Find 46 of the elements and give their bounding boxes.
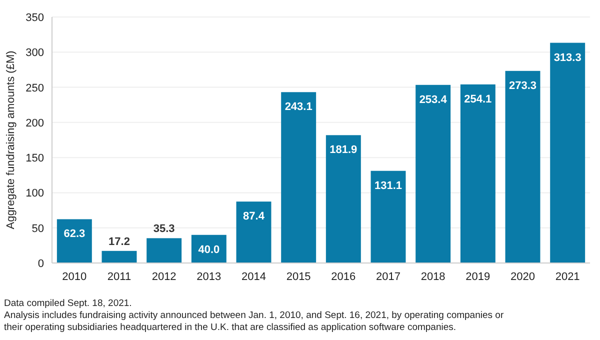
y-tick-label: 50 <box>32 222 44 235</box>
x-tick-label: 2020 <box>510 271 535 283</box>
x-tick-label: 2017 <box>376 271 400 283</box>
bar <box>326 135 361 263</box>
y-tick-label: 250 <box>26 82 44 94</box>
data-label: 35.3 <box>153 223 175 236</box>
bar <box>505 70 540 263</box>
bar <box>56 219 92 263</box>
y-axis-title: Aggregate fundraising amounts (£M) <box>5 50 17 230</box>
bar <box>281 92 316 263</box>
x-tick-label: 2021 <box>555 271 580 283</box>
x-tick-label: 2013 <box>196 271 222 283</box>
bar <box>102 250 137 263</box>
text: Analysis includes fundraising activity announced between Jan. 1, 2010, and Sept. 16, 2021, by operating companies or their operating subsidiaries headquartered in the U.K. that are classified as application software companies. <box>4 310 504 333</box>
y-tick-label: 0 <box>38 258 44 270</box>
x-tick-label: 2010 <box>62 271 87 283</box>
bar <box>550 42 586 263</box>
bar <box>416 84 451 263</box>
data-label: 87.4 <box>243 210 266 223</box>
bar <box>146 238 182 263</box>
y-tick-label: 300 <box>26 47 44 60</box>
x-tick-label: 2012 <box>152 271 176 283</box>
data-label: 253.4 <box>419 94 448 106</box>
x-tick-label: 2018 <box>420 271 446 283</box>
x-tick-label: 2019 <box>466 271 490 283</box>
y-tick-label: 200 <box>26 117 44 130</box>
data-label: 17.2 <box>108 236 130 248</box>
bar <box>370 170 406 263</box>
x-tick-label: 2014 <box>242 271 266 283</box>
data-label: 313.3 <box>554 52 582 64</box>
data-label: 40.0 <box>198 244 220 256</box>
y-tick-label: 100 <box>26 188 44 200</box>
x-tick-label: 2011 <box>107 271 132 283</box>
y-tick-label: 350 <box>26 12 44 24</box>
data-label: 273.3 <box>508 80 537 92</box>
bar <box>460 84 496 263</box>
y-tick-label: 150 <box>26 152 44 165</box>
x-tick-label: 2016 <box>331 271 356 283</box>
data-label: 62.3 <box>64 228 86 240</box>
data-label: 243.1 <box>284 101 312 114</box>
x-tick-label: 2015 <box>286 271 311 283</box>
bar <box>236 202 272 263</box>
data-label: 131.1 <box>374 180 402 192</box>
data-label: 181.9 <box>330 144 358 156</box>
text: Data compiled Sept. 18, 2021. <box>4 298 132 309</box>
data-label: 254.1 <box>464 93 492 106</box>
